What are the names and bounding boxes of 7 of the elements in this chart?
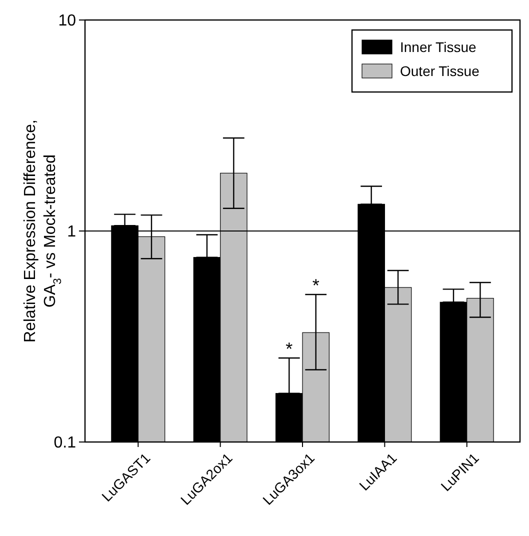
y-tick-label: 10 <box>58 12 76 30</box>
legend-label: Inner Tissue <box>400 38 476 55</box>
legend-label: Outer Tissue <box>400 62 480 79</box>
annotation: * <box>312 276 320 296</box>
y-tick-label: 1 <box>67 224 76 241</box>
annotation: * <box>286 339 293 360</box>
y-tick-label: 0.1 <box>54 434 76 452</box>
